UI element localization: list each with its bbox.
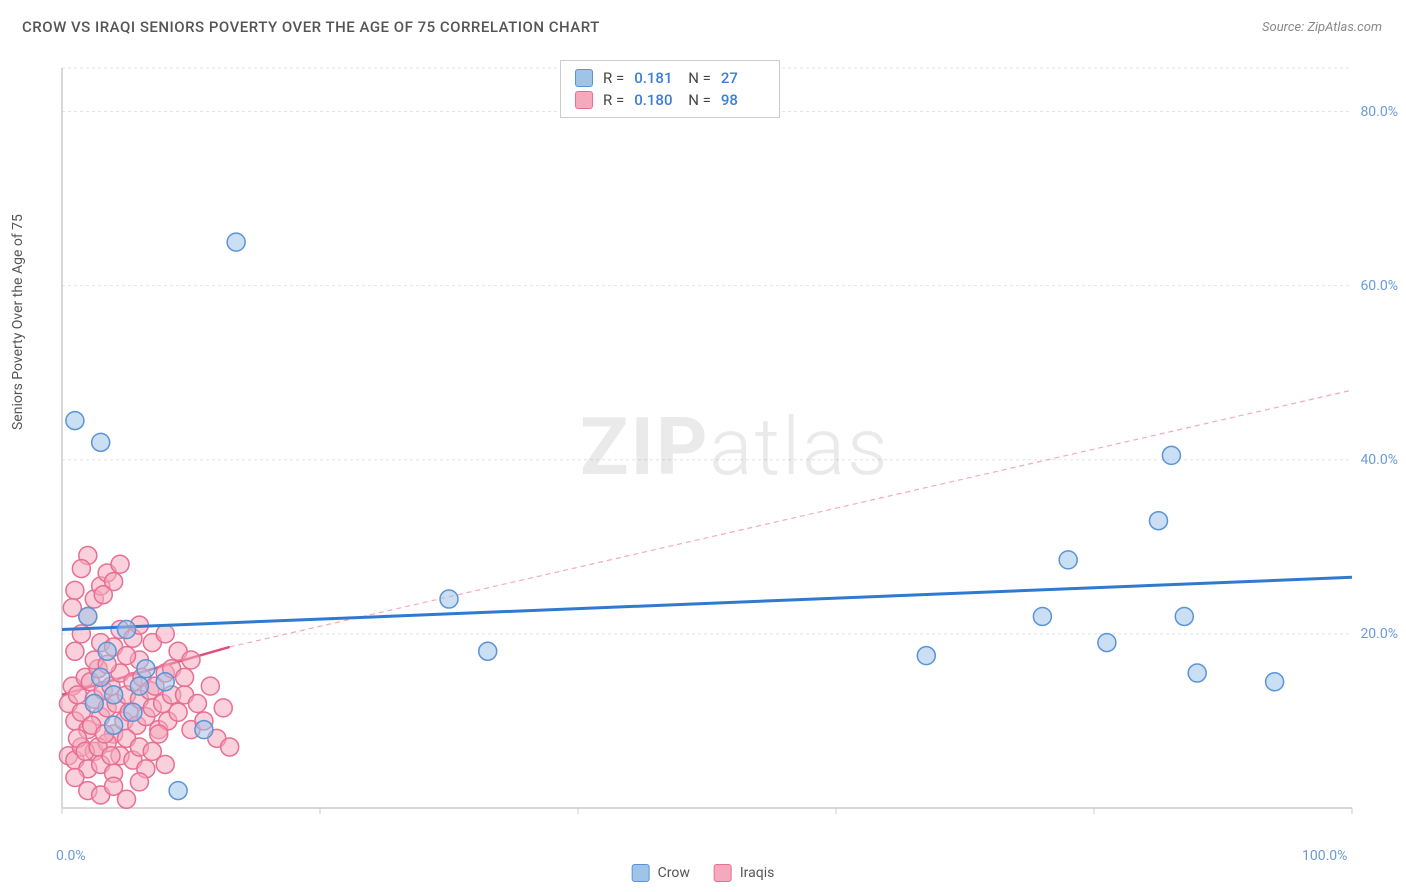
source-name: ZipAtlas.com <box>1307 20 1382 35</box>
stats-swatch <box>575 91 593 109</box>
legend-label: Crow <box>658 865 690 881</box>
stats-swatch <box>575 69 593 87</box>
y-tick-label: 60.0% <box>1360 278 1398 294</box>
y-tick-label: 40.0% <box>1360 452 1398 468</box>
legend-label: Iraqis <box>740 865 774 881</box>
scatter-chart <box>52 58 1362 818</box>
legend-swatch <box>632 864 650 882</box>
source-attribution: Source: ZipAtlas.com <box>1262 20 1382 35</box>
n-value: 27 <box>721 69 765 87</box>
legend-item: Iraqis <box>714 864 774 882</box>
n-label: N = <box>688 69 711 87</box>
x-tick-label: 0.0% <box>56 848 86 864</box>
y-tick-label: 80.0% <box>1360 104 1398 120</box>
legend-swatch <box>714 864 732 882</box>
n-value: 98 <box>721 91 765 109</box>
y-tick-label: 20.0% <box>1360 626 1398 642</box>
n-label: N = <box>688 91 711 109</box>
r-label: R = <box>603 69 624 87</box>
chart-title: CROW VS IRAQI SENIORS POVERTY OVER THE A… <box>22 18 600 36</box>
x-tick-label: 100.0% <box>1302 848 1347 864</box>
chart-area <box>52 58 1362 818</box>
source-prefix: Source: <box>1262 20 1307 35</box>
stats-row: R = 0.180 N = 98 <box>575 89 765 111</box>
y-axis-label: Seniors Poverty Over the Age of 75 <box>10 214 26 430</box>
r-value: 0.180 <box>634 91 678 109</box>
r-value: 0.181 <box>634 69 678 87</box>
r-label: R = <box>603 91 624 109</box>
stats-legend-box: R = 0.181 N = 27 R = 0.180 N = 98 <box>560 60 780 118</box>
series-legend: Crow Iraqis <box>632 864 775 882</box>
stats-row: R = 0.181 N = 27 <box>575 67 765 89</box>
legend-item: Crow <box>632 864 690 882</box>
